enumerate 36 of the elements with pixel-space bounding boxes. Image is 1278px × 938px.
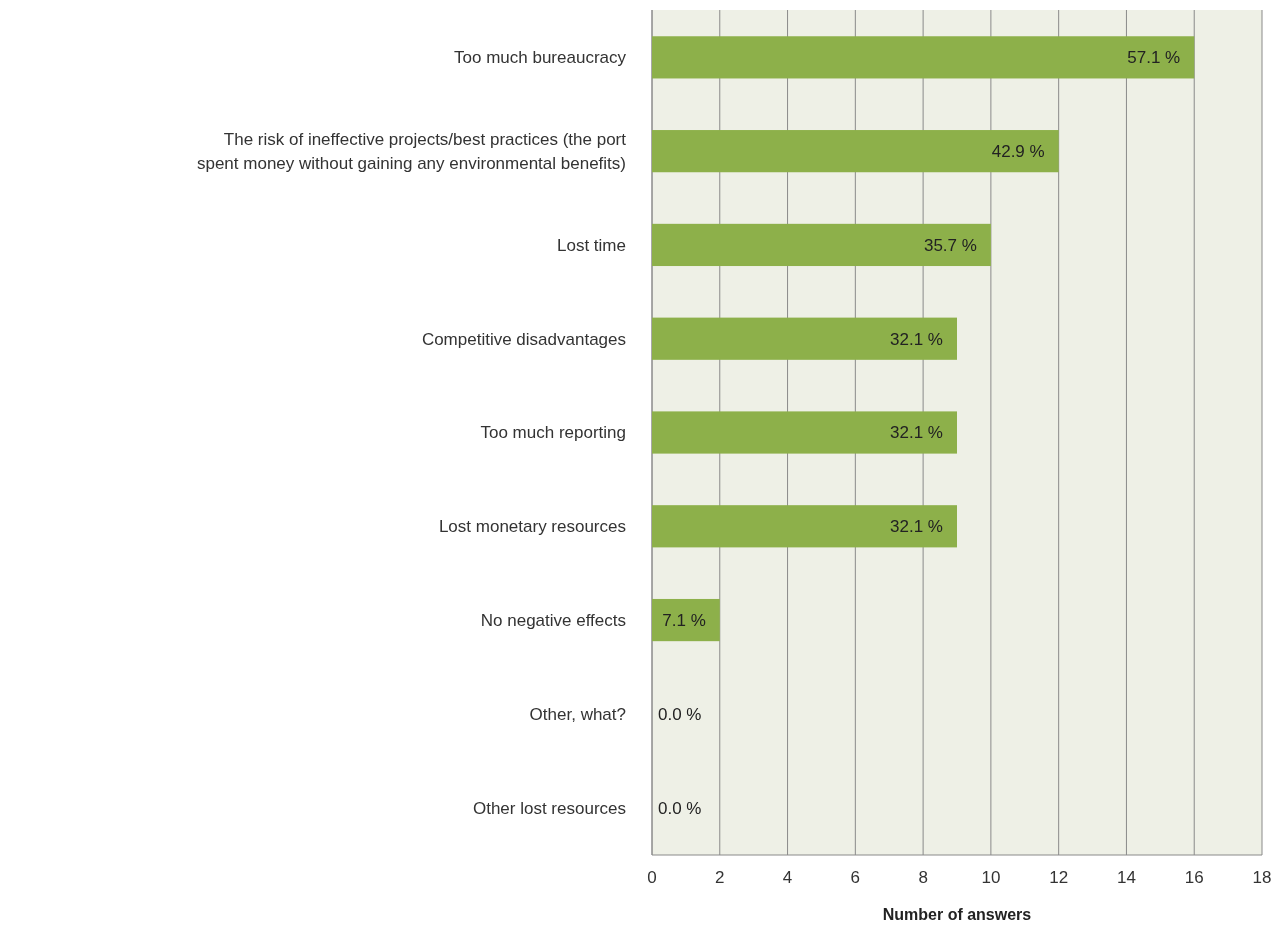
y-tick-label: Lost time <box>557 235 626 255</box>
x-tick-label: 12 <box>1049 868 1069 887</box>
bar <box>652 411 957 454</box>
x-tick-label: 16 <box>1184 868 1204 887</box>
y-tick-label: Other lost resources <box>472 798 626 818</box>
annotation: 32.1 % <box>890 329 943 349</box>
annotation: 0.0 % <box>658 704 702 724</box>
bar <box>652 317 957 360</box>
y-tick-label: Other, what? <box>529 704 626 724</box>
x-axis-title: Number of answers <box>882 906 1032 923</box>
y-tick-label: Competitive disadvantages <box>421 329 626 349</box>
x-tick-label: 4 <box>782 868 793 887</box>
annotation: 32.1 % <box>890 517 943 537</box>
annotation: 7.1 % <box>662 611 706 631</box>
x-tick-label: 14 <box>1116 868 1136 887</box>
y-tick-label: The risk of ineffective projects/best practices (the port spent money without gaining any environmental benefits) <box>196 130 627 174</box>
bar <box>652 598 720 642</box>
annotation: 35.7 % <box>923 235 977 255</box>
annotation: 57.1 % <box>1127 48 1181 68</box>
y-tick-label: Too much reporting <box>480 423 626 443</box>
annotation: 42.9 % <box>991 142 1045 162</box>
y-tick-label: Lost monetary resources <box>438 517 626 537</box>
y-tick-label: No negative effects <box>480 611 626 631</box>
bar <box>652 36 1195 79</box>
x-tick-label: 10 <box>981 868 1001 887</box>
y-tick-label: Too much bureaucracy <box>454 48 627 68</box>
bar <box>652 223 991 267</box>
annotation: 0.0 % <box>658 798 702 818</box>
x-tick-label: 18 <box>1252 868 1272 887</box>
bar <box>652 505 957 548</box>
x-tick-label: 6 <box>850 868 861 887</box>
bar <box>652 130 1059 173</box>
annotation: 32.1 % <box>890 423 943 443</box>
x-tick-label: 8 <box>918 868 928 887</box>
x-tick-label: 2 <box>715 868 725 887</box>
x-tick-label: 0 <box>647 868 657 887</box>
